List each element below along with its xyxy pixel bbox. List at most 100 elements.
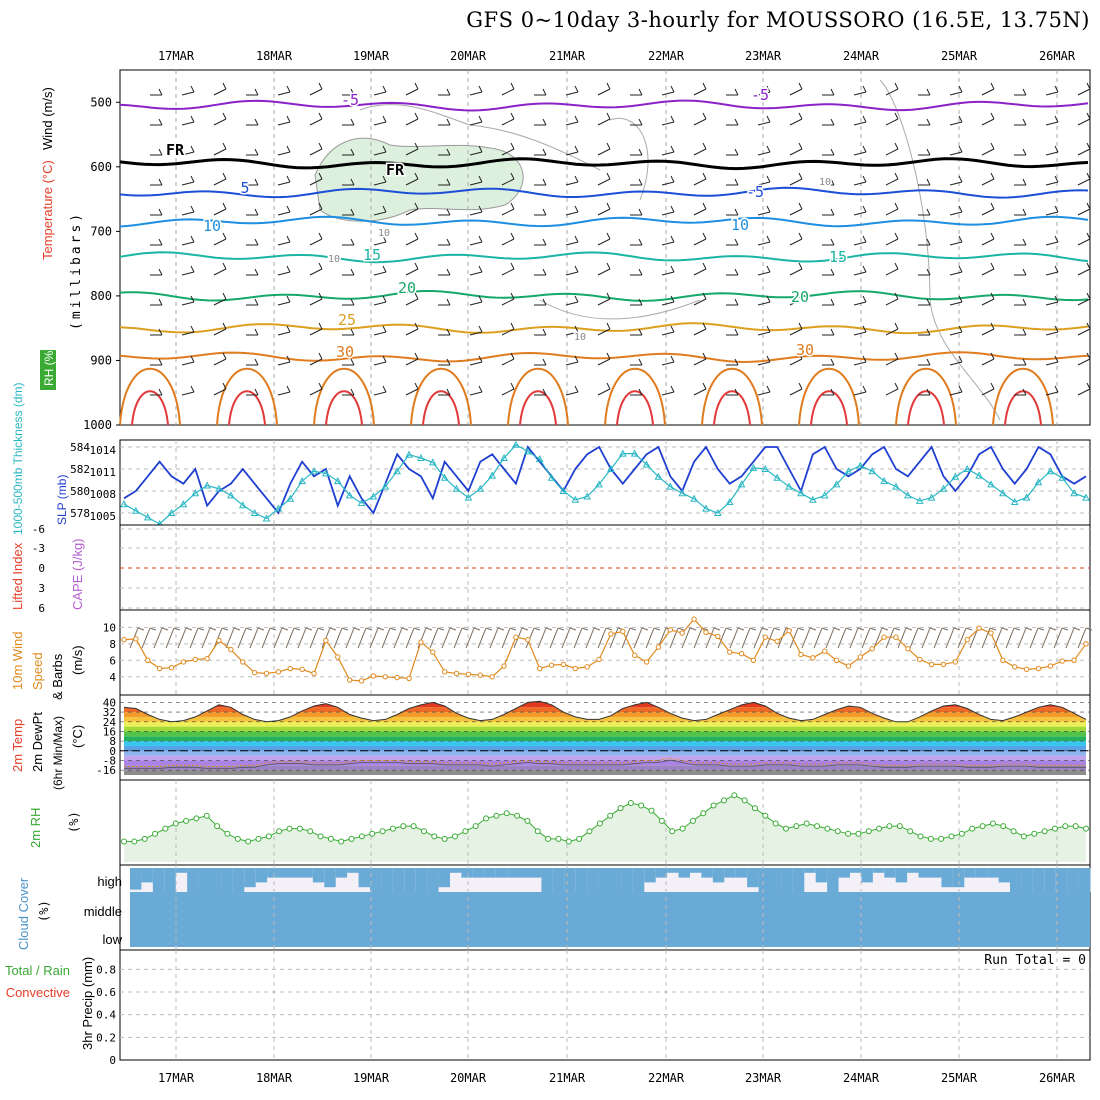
wind-barb bbox=[185, 627, 193, 631]
wind-barb bbox=[894, 172, 899, 180]
wind-barb bbox=[1086, 262, 1091, 270]
y-tick: 3 bbox=[38, 582, 45, 595]
wind-barb bbox=[446, 268, 451, 276]
wind-barb bbox=[510, 142, 515, 150]
wind-barb bbox=[734, 148, 739, 156]
wind-barb bbox=[606, 382, 611, 390]
cloud-high-bg bbox=[484, 868, 497, 892]
wind-barb bbox=[638, 358, 643, 366]
rh-point bbox=[720, 797, 727, 804]
wind-barb bbox=[798, 262, 803, 270]
cape-ylabel: CAPE (J/kg) bbox=[70, 538, 85, 610]
cloud-tier-label: low bbox=[102, 932, 122, 947]
wind-barb bbox=[798, 142, 803, 150]
wind-barb bbox=[734, 298, 739, 306]
wind-barb bbox=[158, 268, 163, 276]
run-total: Run Total = 0 bbox=[984, 953, 1086, 968]
wind-barb bbox=[766, 235, 771, 243]
wind-barb bbox=[1061, 627, 1069, 631]
temp-band bbox=[124, 716, 1086, 722]
wind-barb bbox=[757, 151, 771, 156]
wind-barb bbox=[254, 358, 259, 366]
wind-barb bbox=[1013, 627, 1021, 631]
wind-barb bbox=[393, 627, 403, 649]
cloud-high-bar bbox=[941, 868, 954, 888]
wind-barb bbox=[565, 391, 579, 396]
wind-barb bbox=[945, 627, 955, 649]
cloud-high-bg bbox=[450, 868, 462, 892]
wind-barb bbox=[990, 202, 995, 210]
rh-point bbox=[607, 812, 614, 819]
thickness-point bbox=[999, 489, 1007, 497]
wind-barb bbox=[469, 301, 483, 306]
thickness-point bbox=[369, 492, 378, 500]
cloud-high-bar bbox=[221, 868, 234, 892]
cape-ylabel-text: CAPE (J/kg) bbox=[70, 538, 85, 610]
wind-barb bbox=[581, 627, 589, 631]
wind-barb bbox=[305, 627, 313, 631]
rh-point bbox=[338, 838, 345, 845]
wind-speed-point bbox=[1000, 657, 1006, 663]
wind-barb bbox=[381, 627, 391, 649]
wind-barb bbox=[478, 355, 483, 363]
millibars-text: (millibars) bbox=[69, 211, 84, 330]
rh-point bbox=[803, 820, 810, 827]
wind-barb bbox=[926, 208, 931, 216]
wind-barb bbox=[1054, 355, 1059, 363]
wind-barb bbox=[633, 627, 643, 649]
wind-barb bbox=[1045, 271, 1059, 276]
cloud-high-bar bbox=[232, 868, 245, 892]
wind-barb bbox=[1022, 118, 1027, 126]
cloud-high-bg bbox=[838, 868, 851, 892]
wind-barb bbox=[853, 121, 867, 126]
isotherm-35-loop bbox=[410, 367, 472, 426]
wind-barb bbox=[1022, 148, 1027, 156]
wind-barb bbox=[286, 295, 291, 303]
wind-barb bbox=[693, 388, 707, 396]
wind-barb bbox=[509, 627, 517, 631]
rh-point bbox=[131, 838, 138, 845]
wind-speed-point bbox=[121, 637, 127, 643]
wind-barb bbox=[693, 627, 703, 649]
thickness-point bbox=[737, 480, 746, 488]
wind-barb bbox=[830, 118, 835, 126]
wind-barb bbox=[285, 627, 295, 649]
wind-barb bbox=[222, 112, 227, 120]
wind-barb bbox=[597, 268, 611, 276]
wind-barb bbox=[789, 178, 803, 186]
cloud-high-bg bbox=[518, 868, 531, 892]
rh-point bbox=[307, 828, 314, 835]
wind-barb bbox=[990, 232, 995, 240]
wind-barb bbox=[853, 211, 867, 216]
wind-barb bbox=[765, 627, 775, 649]
wind-barb bbox=[350, 298, 355, 306]
wind-barb bbox=[670, 205, 675, 213]
wind-barb bbox=[478, 325, 483, 333]
wind-barb bbox=[318, 262, 323, 270]
wind-speed-point bbox=[418, 639, 424, 645]
wind-barb bbox=[830, 208, 835, 216]
wind-barb bbox=[670, 235, 675, 243]
wind-barb bbox=[413, 627, 421, 631]
y-tick-left: 582 bbox=[70, 463, 90, 476]
wind-barb bbox=[926, 298, 931, 306]
cloud-high-bar bbox=[415, 868, 428, 892]
wind-barb bbox=[373, 391, 387, 396]
wind-barb bbox=[606, 142, 611, 150]
rh-point bbox=[834, 828, 841, 835]
thickness-point bbox=[132, 506, 140, 514]
wind-barb bbox=[958, 115, 963, 123]
wind-barb bbox=[909, 627, 919, 649]
wind-barb bbox=[510, 292, 515, 300]
wind10-ylabel: 10m Wind bbox=[10, 631, 25, 690]
cloud-high-bar bbox=[335, 868, 348, 878]
x-tick-bottom: 17MAR bbox=[158, 1071, 195, 1085]
cloud-high-bar bbox=[1044, 868, 1057, 892]
thickness-point bbox=[654, 472, 663, 480]
wind-barb bbox=[958, 145, 963, 153]
wind-barb bbox=[277, 301, 291, 306]
wind-barb bbox=[693, 178, 707, 186]
slp-ylabel-text: SLP (mb) bbox=[55, 475, 69, 525]
thickness-point bbox=[975, 471, 983, 479]
isotherm-30 bbox=[119, 351, 1089, 364]
